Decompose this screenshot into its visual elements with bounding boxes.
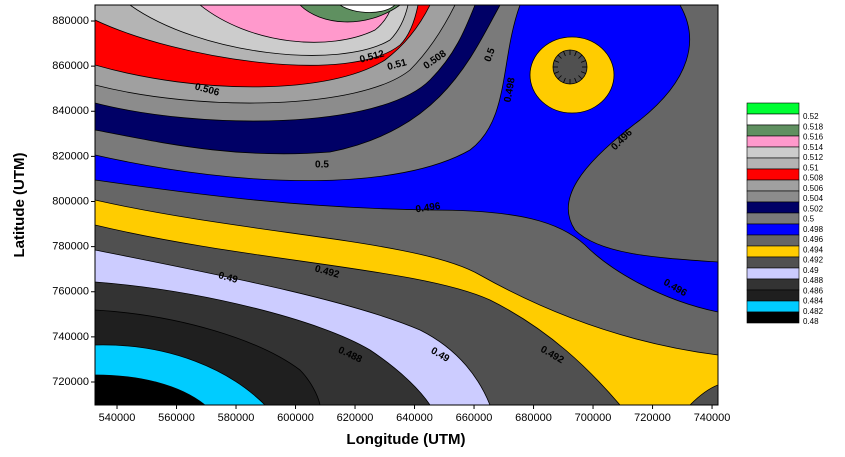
contour-label: 0.5 [483,46,498,63]
legend-label: 0.504 [803,194,824,203]
hachure [554,71,560,74]
hachure [580,71,586,74]
legend-swatch [746,223,800,236]
legend-swatch [746,289,800,302]
legend-swatch [746,146,800,159]
legend-label: 0.492 [803,256,824,265]
y-tick-label: 860000 [52,60,89,72]
y-tick-label: 760000 [52,286,89,298]
legend-swatch [746,256,800,269]
hachure [580,60,586,63]
x-tick-label: 540000 [99,412,136,424]
legend-label: 0.496 [803,235,824,244]
legend-swatch [746,201,800,214]
legend-swatch [746,179,800,192]
contour-label: 0.498 [503,76,518,103]
y-tick-label: 880000 [52,15,89,27]
x-tick-label: 680000 [515,412,552,424]
legend-swatch [746,311,800,324]
legend-swatch [746,300,800,313]
legend-label: 0.506 [803,184,824,193]
plot-area: 0.512 0.51 0.5080.5060.50.4980.50.4960.496… [95,5,718,405]
x-tick-label: 580000 [218,412,255,424]
legend-swatch [746,102,800,115]
legend-label: 0.51 [803,163,819,172]
x-tick-label: 700000 [575,412,612,424]
legend-swatch [746,245,800,258]
plot-frame [94,4,719,406]
hachure [563,51,566,57]
legend-label: 0.49 [803,266,819,275]
y-tick-label: 740000 [52,331,89,343]
hachure [574,77,577,83]
hachure [578,54,583,59]
y-tick-label: 780000 [52,241,89,253]
legend-label: 0.484 [803,297,824,306]
hachure [557,54,562,59]
legend-label: 0.512 [803,153,824,162]
legend-label: 0.494 [803,245,824,254]
contour-band [689,384,718,405]
legend-swatch [746,113,800,126]
x-tick-label: 560000 [158,412,195,424]
contour-label: 0.5 [315,160,329,171]
legend-swatch [746,124,800,137]
legend-label: 0.502 [803,204,824,213]
hachure [557,75,562,80]
contour-label: 0.496 [415,201,442,215]
x-axis-label: Longitude (UTM) [346,431,465,448]
legend-label: 0.518 [803,122,824,131]
y-axis-label: Latitude (UTM) [11,153,28,258]
y-tick-label: 840000 [52,105,89,117]
x-tick-label: 620000 [337,412,374,424]
legend-label: 0.488 [803,276,824,285]
legend-swatch [746,168,800,181]
y-tick-label: 720000 [52,376,89,388]
legend-label: 0.498 [803,225,824,234]
legend-label: 0.52 [803,112,819,121]
hachure [578,75,583,80]
legend-label: 0.516 [803,133,824,142]
legend-label: 0.48 [803,317,819,326]
legend-label: 0.514 [803,143,824,152]
x-tick-label: 660000 [456,412,493,424]
legend-label: 0.486 [803,286,824,295]
x-tick-label: 720000 [634,412,671,424]
x-tick-label: 640000 [396,412,433,424]
legend-label: 0.482 [803,307,824,316]
contour-label: 0.49 [217,270,239,286]
legend-label: 0.508 [803,174,824,183]
legend-swatch [746,212,800,225]
legend-swatch [746,234,800,247]
legend-swatch [746,135,800,148]
legend-swatch [746,190,800,203]
x-tick-label: 600000 [277,412,314,424]
hachure [554,60,560,63]
legend-swatch [746,278,800,291]
y-tick-label: 800000 [52,195,89,207]
y-tick-label: 820000 [52,150,89,162]
contour-label: 0.51 [386,57,408,73]
x-tick-label: 740000 [694,412,731,424]
hachure [563,77,566,83]
legend-swatch [746,267,800,280]
hachure [574,51,577,57]
legend-swatch [746,157,800,170]
legend-label: 0.5 [803,215,815,224]
